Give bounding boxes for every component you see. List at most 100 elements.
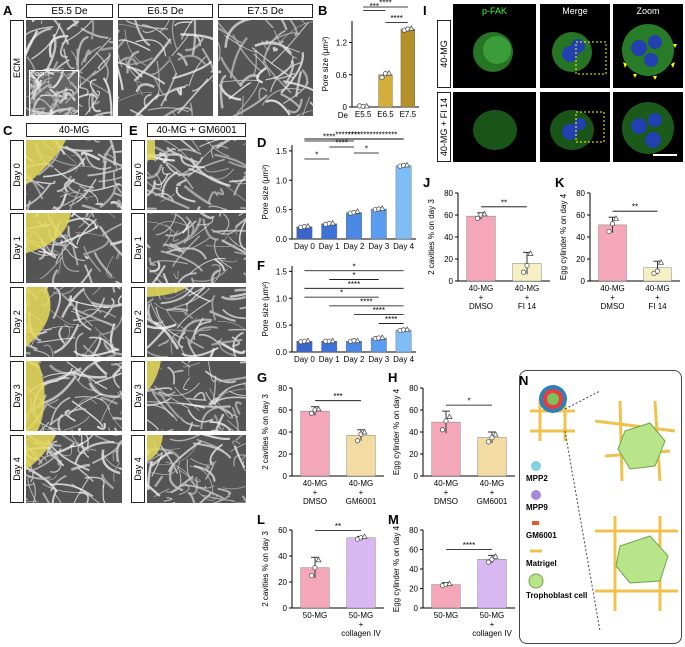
e-day-label-text-1: Day 1 bbox=[133, 236, 143, 260]
panel-label-n: N bbox=[519, 373, 529, 388]
e-day-label-text-3: Day 3 bbox=[133, 384, 143, 408]
chart-f: 0.0 0.5 1.0 1.5 Pore size (μm²) Day 0 Day 1 Day… bbox=[258, 258, 420, 368]
sig-label: **** bbox=[360, 297, 372, 306]
sig-label: **** bbox=[379, 0, 391, 8]
sem-image-e65 bbox=[118, 20, 213, 116]
y-tick-label: 0 bbox=[283, 604, 288, 613]
chart-d-svg: 0.0 0.5 1.0 1.5 Pore size (μm²) Day 0 Day 1 Day… bbox=[261, 131, 416, 251]
y-tick-label: 40 bbox=[278, 428, 287, 437]
data-point bbox=[485, 439, 492, 445]
x-prefix-label: De bbox=[338, 111, 349, 120]
x-tick-label-0: Day 0 bbox=[294, 355, 315, 364]
x-tick-label-4: Day 4 bbox=[393, 242, 414, 251]
panel-label-e: E bbox=[129, 123, 138, 138]
data-point bbox=[312, 565, 318, 571]
x-tick-label-0: 40-MG bbox=[469, 284, 493, 293]
e-day-label-1: Day 1 bbox=[131, 213, 145, 283]
y-tick-label: 60 bbox=[278, 526, 287, 535]
sig-label: * bbox=[352, 271, 355, 280]
y-tick-label: 80 bbox=[278, 384, 287, 393]
confocal-merge-fi14 bbox=[540, 92, 610, 162]
y-tick-label: 60 bbox=[444, 211, 453, 220]
data-point bbox=[485, 559, 492, 565]
sig-label: **** bbox=[385, 131, 397, 140]
data-point bbox=[492, 430, 499, 437]
y-tick-label: 40 bbox=[409, 428, 418, 437]
legend-trophoblast: Trophoblast cell bbox=[526, 591, 588, 600]
data-point bbox=[304, 222, 311, 229]
data-point bbox=[354, 438, 361, 444]
y-tick-label: 20 bbox=[409, 450, 418, 459]
c-day-label-1: Day 1 bbox=[10, 213, 24, 283]
row-label-ecm-text: ECM bbox=[12, 58, 22, 78]
bar-0 bbox=[466, 215, 496, 282]
bar-1 bbox=[346, 537, 376, 609]
bar-0 bbox=[598, 224, 627, 282]
e-day-label-2: Day 2 bbox=[131, 287, 145, 357]
y-tick-label: 40 bbox=[576, 233, 585, 242]
x-tick-label-0: 40-MG bbox=[303, 479, 327, 488]
x-tick-label-1: collagen IV bbox=[472, 629, 512, 638]
header-pfak: p-FAK bbox=[481, 6, 507, 16]
y-tick-label: 0 bbox=[283, 472, 288, 481]
y-tick-label: 60 bbox=[278, 406, 287, 415]
x-tick-label-1: Day 1 bbox=[319, 242, 340, 251]
x-tick-label-0: DMSO bbox=[303, 497, 327, 506]
sig-label: * bbox=[315, 150, 318, 159]
y-axis-label: Pore size (μm²) bbox=[261, 281, 270, 336]
y-tick-label: 1.0 bbox=[276, 176, 288, 185]
y-axis-label: Pore size (μm²) bbox=[261, 164, 270, 219]
header-merge: Merge bbox=[562, 6, 588, 16]
y-tick-label: 80 bbox=[409, 526, 418, 535]
data-point bbox=[481, 210, 488, 217]
e-day-label-3: Day 3 bbox=[131, 361, 145, 431]
y-axis-label: 2 cavities % on day 3 bbox=[427, 199, 436, 275]
data-point bbox=[404, 326, 411, 332]
sig-label: ** bbox=[632, 203, 638, 212]
y-axis-label: Egg cylinder % on day 4 bbox=[559, 193, 568, 280]
header-40mg-gm6001: 40-MG + GM6001 bbox=[147, 123, 246, 137]
sig-label: * bbox=[340, 289, 343, 298]
row-label-40mg-text: 40-MG bbox=[439, 40, 449, 68]
sig-label: * bbox=[352, 262, 355, 271]
y-axis-label: Egg cylinder % on day 4 bbox=[392, 388, 401, 475]
panel-label-c: C bbox=[3, 123, 13, 138]
data-point bbox=[654, 268, 661, 274]
sig-label: **** bbox=[373, 131, 385, 140]
c-day-label-0: Day 0 bbox=[10, 140, 24, 210]
y-tick-label: 80 bbox=[576, 189, 585, 198]
data-point bbox=[379, 334, 386, 340]
y-tick-label: 40 bbox=[444, 233, 453, 242]
c-sem-image-day-0 bbox=[26, 140, 122, 210]
data-point bbox=[315, 405, 322, 412]
data-point bbox=[329, 337, 336, 344]
y-tick-label: 20 bbox=[278, 578, 287, 587]
data-point bbox=[612, 215, 620, 221]
y-tick-label: 0 bbox=[343, 103, 348, 112]
y-tick-label: 1.5 bbox=[276, 267, 288, 276]
x-tick-label-0: E5.5 bbox=[355, 110, 372, 119]
panel-label-h: H bbox=[388, 370, 398, 385]
y-tick-label: 60 bbox=[409, 546, 418, 555]
x-tick-label-2: Day 2 bbox=[344, 355, 365, 364]
sig-label: ** bbox=[501, 198, 507, 207]
c-day-label-text-2: Day 2 bbox=[12, 310, 22, 334]
data-point bbox=[304, 337, 311, 344]
row-label-40mg-fi14: 40-MG + FI 14 bbox=[437, 92, 451, 162]
legend-gm6001: GM6001 bbox=[526, 531, 557, 540]
data-point bbox=[492, 553, 499, 559]
panel-label-b: B bbox=[318, 3, 328, 18]
bar-2 bbox=[400, 28, 415, 108]
chart-d: 0.0 0.5 1.0 1.5 Pore size (μm²) Day 0 Day 1 Day… bbox=[258, 131, 420, 255]
panel-label-i: I bbox=[423, 3, 427, 18]
c-sem-image-day-4 bbox=[26, 435, 122, 503]
x-tick-label-1: FI 14 bbox=[648, 302, 667, 311]
y-tick-label: 0.5 bbox=[276, 206, 288, 215]
chart-k: 0 20 40 60 80 Egg cylinder % on day 4 40-MG + DM… bbox=[556, 177, 684, 317]
c-day-label-text-0: Day 0 bbox=[12, 163, 22, 187]
sig-label: ** bbox=[335, 522, 341, 531]
data-point bbox=[329, 219, 336, 226]
